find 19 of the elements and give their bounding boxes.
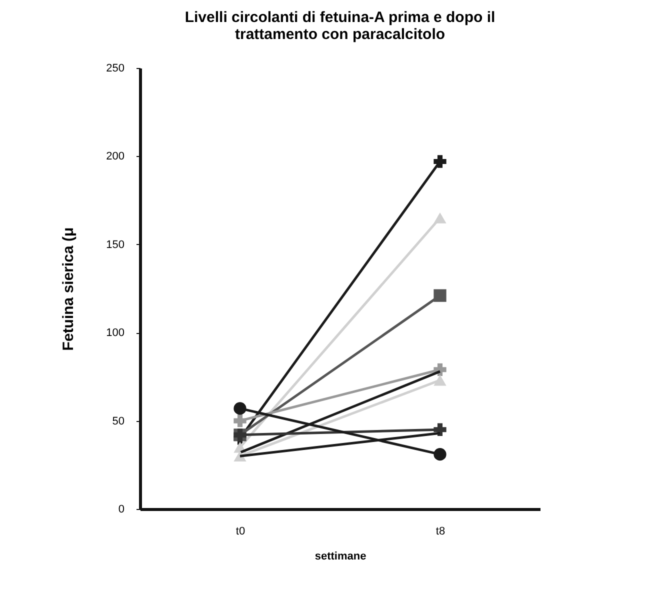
point (234, 402, 246, 415)
y-axis-title: Fetuina sierica (μ (60, 227, 78, 351)
point (434, 289, 446, 302)
text: Livelli circolanti di fetuina-A prima e dopo il (184, 9, 496, 26)
point (434, 155, 446, 168)
point (234, 414, 246, 428)
y-tick-label: 150 (106, 238, 124, 251)
y-tick-label: 50 (112, 415, 124, 428)
y-tick-label: 250 (106, 62, 124, 74)
y-tick-label: 200 (106, 150, 124, 163)
x-tick-label: t8 (436, 526, 446, 538)
y-tick-label: 100 (106, 327, 124, 340)
x-tick-label: t0 (236, 526, 246, 538)
x-axis-title: settimane (314, 550, 366, 562)
y-tick-label: 0 (118, 504, 124, 516)
point (434, 448, 446, 461)
text: trattamento con paracalcitolo (234, 26, 446, 43)
point (434, 423, 446, 436)
point (434, 363, 446, 376)
